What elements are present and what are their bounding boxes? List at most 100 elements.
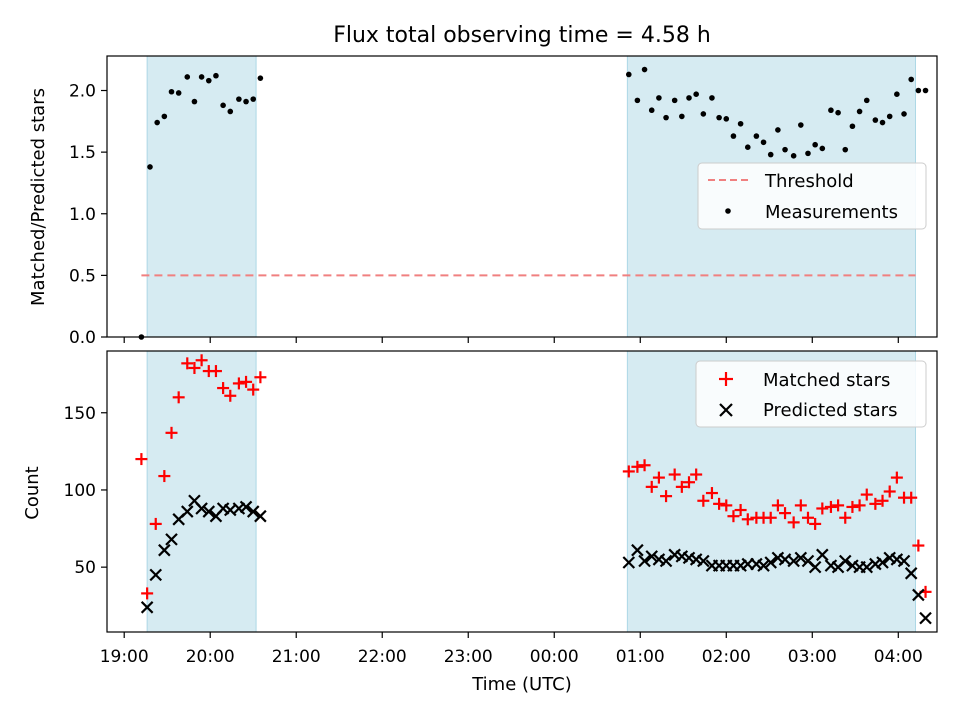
measurement-point (894, 91, 900, 98)
measurement-point (250, 96, 257, 102)
predicted-star-point (876, 556, 889, 569)
matched-star-point (645, 480, 658, 493)
top-panel: Flux total observing time = 4.58 h 0.00.… (28, 23, 938, 348)
matched-star-point (209, 365, 222, 378)
measurements-legend-swatch (725, 208, 731, 214)
matched-star-point (727, 510, 740, 523)
measurement-point (693, 91, 699, 98)
measurement-point (648, 107, 655, 114)
predicted-star-point (202, 505, 216, 518)
measurement-point (782, 146, 788, 153)
x-tick-label: 03:00 (788, 647, 837, 667)
x-tick-label: 20:00 (186, 647, 235, 667)
predicted-star-point (254, 509, 267, 523)
measurement-point (856, 108, 863, 115)
measurement-point (767, 151, 774, 158)
measurement-point (760, 139, 767, 146)
bottom-panel: 50 100 150 19:00 20:00 21:00 22:00 23:00 00:00 0… (22, 350, 938, 695)
matched-star-point (860, 488, 873, 501)
bottom-axes-frame (106, 350, 938, 633)
top-y-ticks: 0.0 0.5 1.0 1.5 2.0 (69, 82, 107, 348)
matched-star-point (869, 497, 882, 510)
bottom-y-axis-label: Count (22, 466, 43, 519)
y-tick-label: 1.5 (69, 143, 96, 163)
predicted-star-point (757, 559, 770, 572)
top-y-axis-label: Matched/Predicted stars (28, 88, 49, 306)
matched-legend-label: Matched stars (763, 370, 890, 391)
predicted-star-point (140, 601, 154, 614)
matched-star-point (846, 500, 859, 513)
measurement-point (198, 74, 205, 80)
predicted-star-point (897, 554, 911, 568)
matched-star-point (631, 460, 644, 473)
predicted-star-point (165, 533, 178, 546)
matched-star-point (839, 511, 852, 524)
measurement-point (790, 153, 797, 159)
measurement-point (901, 111, 907, 117)
matched-star-point (734, 504, 747, 517)
matched-star-point (172, 391, 185, 404)
matched-star-point (853, 499, 866, 512)
matched-star-point (720, 499, 733, 512)
predicted-legend-swatch (719, 403, 733, 417)
top-x-ticks (123, 337, 899, 343)
matched-star-point (158, 470, 171, 483)
matched-star-point (771, 499, 784, 512)
measurement-point (723, 116, 730, 122)
predicted-star-point (645, 550, 659, 563)
matched-star-point (697, 494, 710, 507)
measurement-point (812, 141, 818, 148)
measurement-point (686, 95, 692, 101)
x-tick-label: 00:00 (530, 647, 579, 667)
measurement-point (744, 144, 751, 151)
predicted-star-point (816, 548, 829, 562)
matched-star-point (668, 468, 681, 481)
predicted-star-point (838, 554, 852, 568)
matched-star-point (816, 502, 829, 515)
measurement-point (213, 72, 219, 79)
predicted-star-point (808, 560, 822, 574)
predicted-star-points (140, 494, 932, 625)
measurement-point (798, 122, 804, 128)
measurement-point (634, 97, 641, 104)
matched-star-point (135, 453, 148, 466)
predicted-star-point (764, 556, 777, 569)
matched-star-point (764, 511, 777, 524)
matched-star-point (809, 517, 822, 530)
predicted-star-point (149, 568, 163, 582)
x-tick-label: 22:00 (358, 647, 407, 667)
measurement-point (709, 95, 715, 101)
predicted-star-point (912, 588, 925, 602)
x-axis-label: Time (UTC) (471, 674, 572, 695)
matched-star-point (660, 490, 673, 503)
measurement-point (243, 98, 249, 105)
matched-star-point (240, 375, 253, 388)
matched-star-point (713, 497, 726, 510)
measurement-point (236, 96, 242, 102)
y-tick-label: 150 (64, 404, 96, 424)
y-tick-label: 0.5 (69, 266, 96, 286)
measurement-point (805, 150, 811, 157)
matched-star-point (824, 500, 837, 513)
measurement-point (863, 97, 870, 104)
predicted-star-point (239, 500, 253, 514)
measurement-point (753, 133, 760, 139)
predicted-star-point (638, 554, 651, 568)
matched-star-point (705, 487, 718, 500)
matched-star-point (779, 507, 792, 520)
matched-star-point (247, 383, 260, 396)
measurement-point (835, 109, 841, 116)
matched-star-point (690, 468, 703, 481)
predicted-star-point (622, 556, 636, 569)
y-tick-label: 100 (64, 481, 96, 501)
predicted-star-point (659, 554, 673, 568)
matched-star-point (675, 480, 688, 493)
predicted-star-point (180, 505, 194, 518)
matched-star-point (905, 491, 918, 504)
top-legend-box (697, 162, 927, 230)
matched-star-point (890, 471, 903, 484)
bottom-x-ticks: 19:00 20:00 21:00 22:00 23:00 00:00 01:00 02:00… (100, 632, 923, 667)
measurement-point (908, 76, 914, 83)
measurement-point (656, 95, 662, 101)
matched-star-point (741, 513, 754, 526)
